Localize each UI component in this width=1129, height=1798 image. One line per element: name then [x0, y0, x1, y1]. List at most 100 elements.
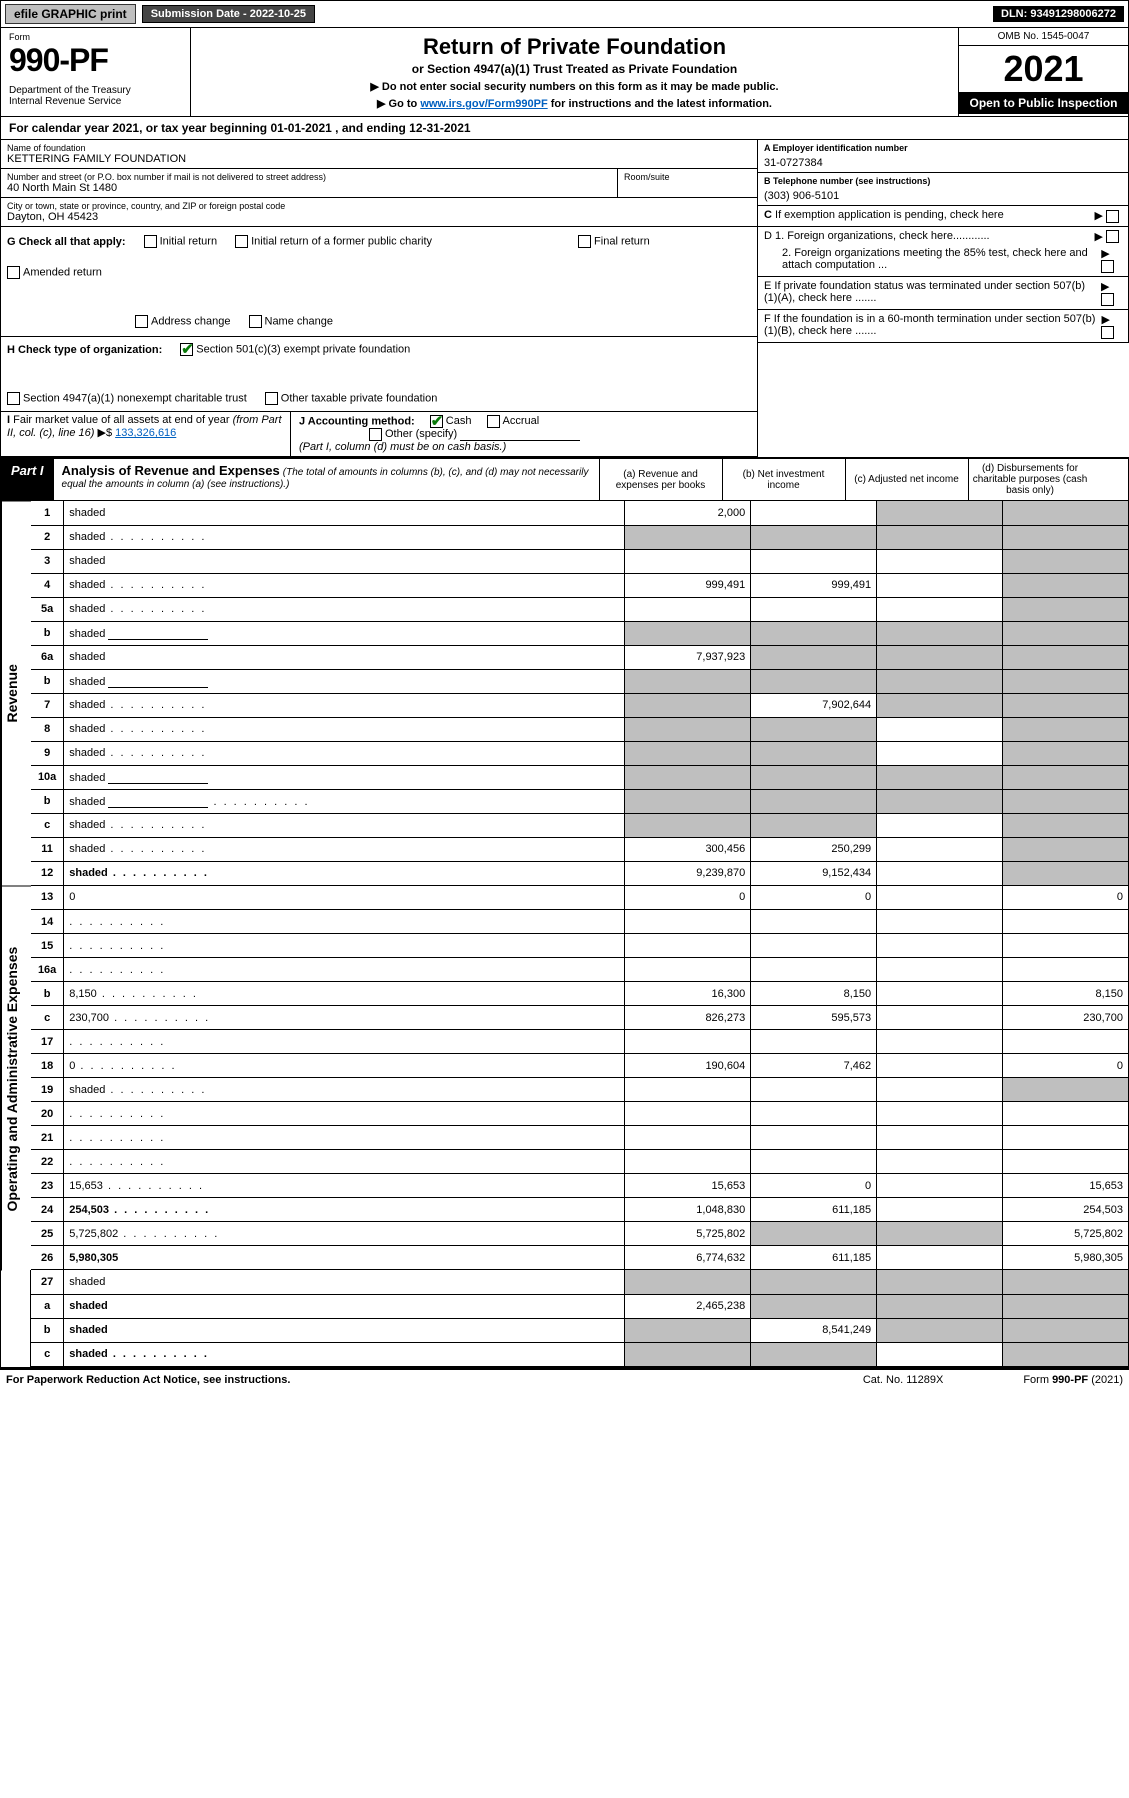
g-opt-0: Initial return	[160, 235, 217, 247]
table-row: 3shaded	[31, 549, 1129, 573]
e-label: E If private foundation status was termi…	[764, 280, 1095, 304]
table-row: 255,725,8025,725,8025,725,802	[31, 1222, 1129, 1246]
part1-header: Part I Analysis of Revenue and Expenses …	[0, 457, 1129, 501]
c-label: If exemption application is pending, che…	[775, 209, 1004, 221]
initial-return-charity-checkbox[interactable]	[235, 235, 248, 248]
instructions-link-row: ▶ Go to www.irs.gov/Form990PF for instru…	[201, 97, 948, 110]
table-row: 14	[31, 910, 1129, 934]
ssn-warning: ▶ Do not enter social security numbers o…	[201, 80, 948, 93]
table-row: 130000	[31, 886, 1129, 910]
j-cash: Cash	[446, 415, 472, 427]
g-opt-2: Final return	[594, 235, 650, 247]
form-subtitle: or Section 4947(a)(1) Trust Treated as P…	[201, 62, 948, 76]
table-row: 4shaded999,491999,491	[31, 573, 1129, 597]
submission-date: Submission Date - 2022-10-25	[142, 5, 315, 23]
501c3-checkbox[interactable]	[180, 343, 193, 356]
omb-number: OMB No. 1545-0047	[959, 28, 1128, 46]
form-title: Return of Private Foundation	[201, 34, 948, 60]
revenue-section: Revenue 1shaded2,0002shaded3shaded4shade…	[0, 501, 1129, 886]
paperwork-notice: For Paperwork Reduction Act Notice, see …	[6, 1374, 290, 1386]
dept-label: Department of the Treasury Internal Reve…	[9, 85, 182, 107]
ein-label: A Employer identification number	[764, 143, 908, 153]
cash-checkbox[interactable]	[430, 415, 443, 428]
top-bar: efile GRAPHIC print Submission Date - 20…	[0, 0, 1129, 28]
table-row: 5ashaded	[31, 597, 1129, 621]
d1-label: D 1. Foreign organizations, check here..…	[764, 230, 990, 242]
table-row: 24254,5031,048,830611,185254,503	[31, 1198, 1129, 1222]
table-row: 1shaded2,000	[31, 501, 1129, 525]
table-row: 27shaded	[31, 1270, 1129, 1294]
open-to-public: Open to Public Inspection	[959, 92, 1128, 114]
room-suite-label: Room/suite	[624, 172, 757, 182]
4947a1-checkbox[interactable]	[7, 392, 20, 405]
phone-label: B Telephone number (see instructions)	[764, 176, 930, 186]
form-number: 990-PF	[9, 42, 182, 79]
j-accrual: Accrual	[503, 415, 540, 427]
60month-checkbox[interactable]	[1101, 326, 1114, 339]
foreign-85-checkbox[interactable]	[1101, 260, 1114, 273]
table-row: bshaded8,541,249	[31, 1318, 1129, 1342]
amended-return-checkbox[interactable]	[7, 266, 20, 279]
fmv-value[interactable]: 133,326,616	[115, 427, 176, 439]
pending-checkbox[interactable]	[1106, 210, 1119, 223]
city-label: City or town, state or province, country…	[7, 201, 751, 211]
goto-prefix: ▶ Go to	[377, 98, 420, 110]
h-opt-3: Other taxable private foundation	[281, 392, 438, 404]
g-opt-3: Amended return	[23, 266, 102, 278]
efile-button[interactable]: efile GRAPHIC print	[5, 4, 136, 24]
g-label: G Check all that apply:	[7, 236, 126, 248]
j-other: Other (specify)	[385, 428, 457, 440]
table-row: 12shaded9,239,8709,152,434	[31, 861, 1129, 885]
j-note: (Part I, column (d) must be on cash basi…	[299, 441, 506, 453]
g-opt-1: Initial return of a former public charit…	[251, 235, 432, 247]
table-row: 180190,6047,4620	[31, 1054, 1129, 1078]
h-label: H Check type of organization:	[7, 344, 162, 356]
expenses-label: Operating and Administrative Expenses	[1, 886, 31, 1271]
expenses-table: 130000141516ab8,15016,3008,1508,150c230,…	[31, 886, 1129, 1271]
calendar-year-line: For calendar year 2021, or tax year begi…	[0, 117, 1129, 140]
other-method-checkbox[interactable]	[369, 428, 382, 441]
address-label: Number and street (or P.O. box number if…	[7, 172, 617, 182]
table-row: 7shaded7,902,644	[31, 693, 1129, 717]
city-value: Dayton, OH 45423	[7, 211, 751, 223]
name-change-checkbox[interactable]	[249, 315, 262, 328]
col-d-head: (d) Disbursements for charitable purpose…	[968, 459, 1092, 500]
form-label: Form	[9, 32, 182, 42]
final-return-checkbox[interactable]	[578, 235, 591, 248]
d2-label: 2. Foreign organizations meeting the 85%…	[782, 247, 1095, 271]
col-c-head: (c) Adjusted net income	[845, 459, 968, 500]
terminated-checkbox[interactable]	[1101, 293, 1114, 306]
foundation-name-label: Name of foundation	[7, 143, 751, 153]
revenue-label: Revenue	[1, 501, 31, 886]
irs-link[interactable]: www.irs.gov/Form990PF	[420, 98, 547, 110]
address-change-checkbox[interactable]	[135, 315, 148, 328]
j-label: J Accounting method:	[299, 415, 415, 427]
table-row: 16a	[31, 958, 1129, 982]
net-section: 27shadedashaded2,465,238bshaded8,541,249…	[0, 1270, 1129, 1369]
table-row: 21	[31, 1126, 1129, 1150]
table-row: bshaded	[31, 621, 1129, 645]
table-row: 15	[31, 934, 1129, 958]
info-grid: Name of foundation KETTERING FAMILY FOUN…	[0, 140, 1129, 457]
foreign-org-checkbox[interactable]	[1106, 230, 1119, 243]
table-row: 8shaded	[31, 717, 1129, 741]
table-row: ashaded2,465,238	[31, 1294, 1129, 1318]
f-label: F If the foundation is in a 60-month ter…	[764, 313, 1095, 337]
table-row: 2315,65315,653015,653	[31, 1174, 1129, 1198]
dln-label: DLN: 93491298006272	[993, 6, 1124, 22]
expenses-section: Operating and Administrative Expenses 13…	[0, 886, 1129, 1271]
phone-value: (303) 906-5101	[764, 186, 1122, 202]
net-table: 27shadedashaded2,465,238bshaded8,541,249…	[31, 1270, 1129, 1367]
table-row: cshaded	[31, 1342, 1129, 1366]
g-opt-4: Address change	[151, 315, 231, 327]
catalog-number: Cat. No. 11289X	[863, 1374, 944, 1386]
part1-tab: Part I	[1, 459, 54, 500]
g-opt-5: Name change	[265, 315, 334, 327]
address-value: 40 North Main St 1480	[7, 182, 617, 194]
other-taxable-checkbox[interactable]	[265, 392, 278, 405]
accrual-checkbox[interactable]	[487, 415, 500, 428]
table-row: 9shaded	[31, 741, 1129, 765]
table-row: bshaded	[31, 789, 1129, 813]
col-b-head: (b) Net investment income	[722, 459, 845, 500]
initial-return-checkbox[interactable]	[144, 235, 157, 248]
